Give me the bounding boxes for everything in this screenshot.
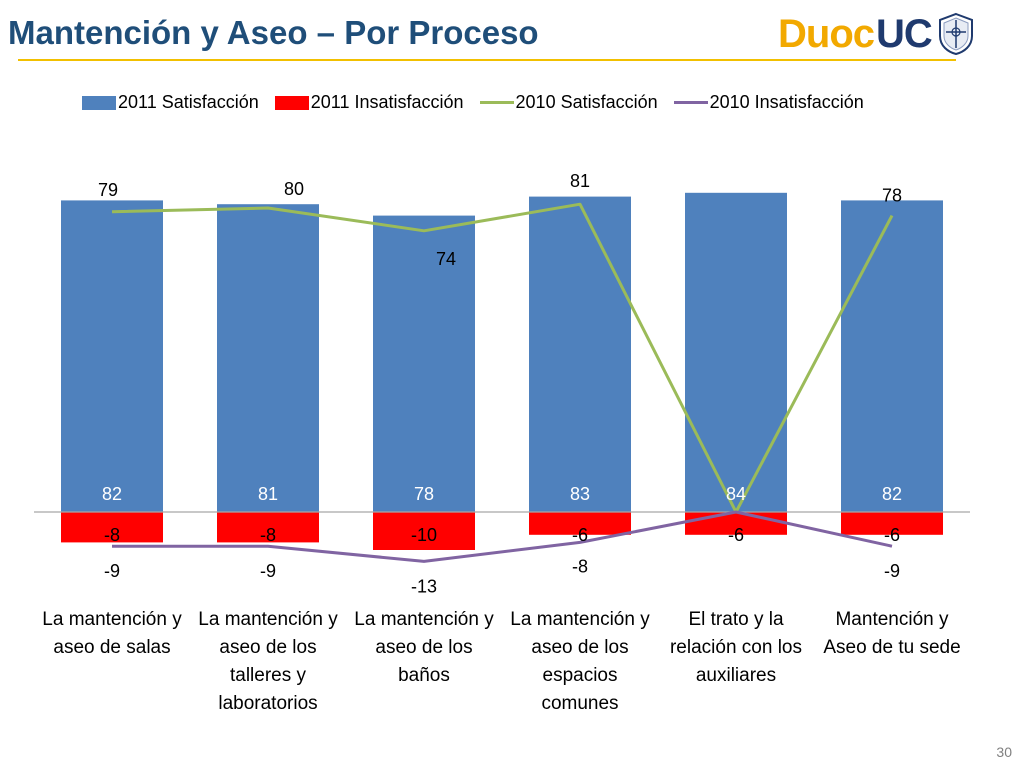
- label-sat2011-2: 78: [414, 484, 434, 504]
- bar-sat2011-0: [61, 200, 163, 512]
- label-sat2011-1: 81: [258, 484, 278, 504]
- bar-sat2011-4: [685, 192, 787, 513]
- label-insat2011-0: -8: [104, 525, 120, 545]
- bar-insat2011-2: [373, 512, 475, 550]
- category-label-2: La mantención y aseo de los baños: [354, 609, 494, 686]
- label-insat2010-3: -8: [572, 556, 588, 576]
- label-insat2010-2: -13: [411, 576, 437, 596]
- legend-label-insat2010: 2010 Insatisfacción: [709, 92, 864, 112]
- legend-label-sat2010: 2010 Satisfacción: [515, 92, 658, 112]
- legend-item-insat2011: 2011 Insatisfacción: [274, 92, 464, 113]
- page-title: Mantención y Aseo – Por Proceso: [8, 14, 539, 51]
- label-sat2011-4: 84: [726, 484, 746, 504]
- label-insat2011-4: -6: [728, 525, 744, 545]
- label-sat2010-1: 80: [284, 179, 304, 199]
- legend-swatch-sat2010: [479, 101, 514, 104]
- label-insat2010-5: -9: [884, 561, 900, 581]
- line-sat2010: [111, 202, 894, 514]
- duoc-uc-logo: Duoc UC: [778, 10, 976, 58]
- label-sat2010-5: 78: [882, 186, 902, 206]
- title-underline: [18, 59, 956, 61]
- legend-item-sat2011: 2011 Satisfacción: [82, 92, 259, 113]
- legend-item-insat2010: 2010 Insatisfacción: [673, 92, 864, 113]
- line-insat2010: [112, 510, 893, 563]
- category-label-4: El trato y la relación con los auxiliares: [669, 609, 803, 686]
- label-insat2011-3: -6: [572, 525, 588, 545]
- bar-insat2011-0: [61, 512, 163, 543]
- logo-text-duoc: Duoc: [778, 11, 875, 56]
- legend-swatch-insat2010: [673, 101, 708, 104]
- university-seal-icon: [938, 12, 973, 56]
- label-insat2011-1: -8: [260, 525, 276, 545]
- label-insat2010-0: -9: [104, 561, 120, 581]
- category-label-0: La mantención y aseo de salas: [42, 609, 182, 658]
- bar-insat2011-1: [217, 512, 319, 543]
- chart-legend: 2011 Satisfacción 2011 Insatisfacción 20…: [82, 92, 880, 113]
- bar-sat2011-3: [529, 196, 631, 512]
- label-sat2010-3: 81: [570, 171, 590, 191]
- legend-item-sat2010: 2010 Satisfacción: [479, 92, 658, 113]
- label-insat2010-1: -9: [260, 561, 276, 581]
- chart-plot-area: 82 81 78 83 84 82 -8 -8 -10 -6 -6 -6 79 80 74 81 78 -9 -9 -…: [34, 171, 970, 596]
- label-insat2011-2: -10: [411, 525, 437, 545]
- bar-sat2011-1: [217, 204, 319, 512]
- legend-swatch-sat2011: [82, 95, 116, 110]
- label-sat2010-2: 74: [436, 249, 456, 269]
- legend-swatch-insat2011: [274, 95, 309, 110]
- bar-sat2011-2: [373, 215, 475, 512]
- bar-insat2011-5: [841, 512, 943, 535]
- bar-sat2011-5: [841, 200, 943, 512]
- label-sat2010-0: 79: [98, 180, 118, 200]
- legend-label-insat2011: 2011 Insatisfacción: [310, 92, 464, 112]
- category-label-5: Mantención y Aseo de tu sede: [823, 609, 961, 658]
- label-sat2011-0: 82: [102, 484, 122, 504]
- logo-text-uc: UC: [876, 11, 933, 56]
- legend-label-sat2011: 2011 Satisfacción: [118, 92, 259, 112]
- category-label-3: La mantención y aseo de los espacios comune…: [510, 609, 650, 714]
- label-insat2011-5: -6: [884, 525, 900, 545]
- label-sat2011-3: 83: [570, 484, 590, 504]
- label-sat2011-5: 82: [882, 484, 902, 504]
- bar-insat2011-3: [529, 512, 631, 535]
- category-label-1: La mantención y aseo de los talleres y labo…: [198, 609, 338, 714]
- page-number: 30: [996, 744, 1012, 760]
